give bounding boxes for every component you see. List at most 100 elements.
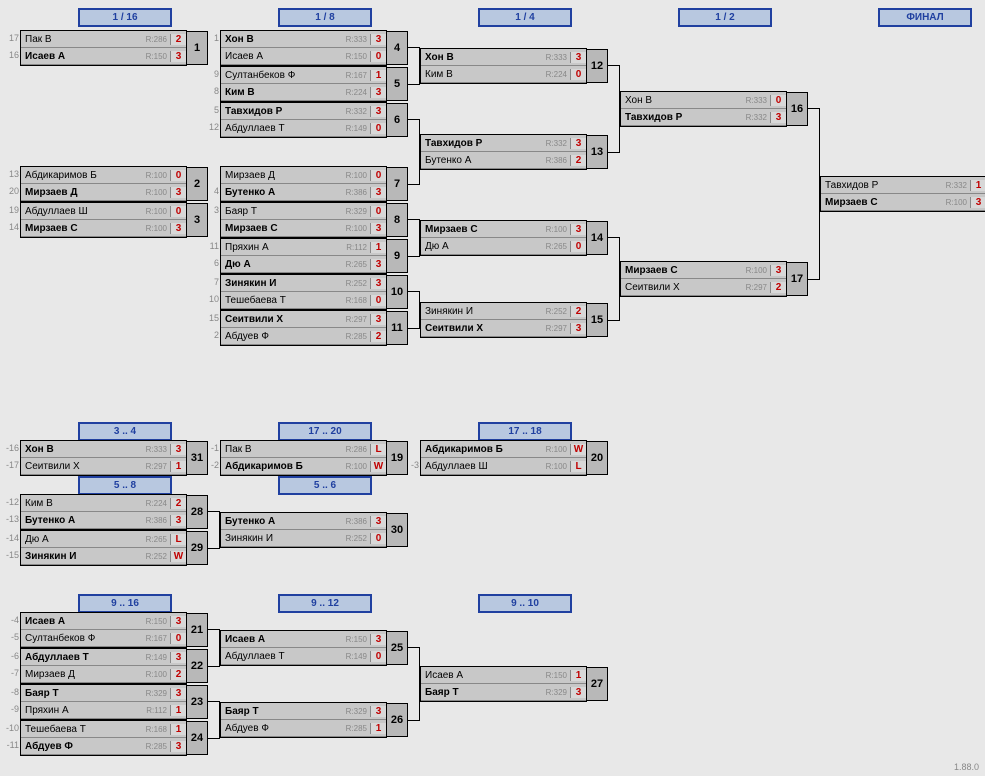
player-rating: R:329 bbox=[346, 207, 370, 216]
match-box[interactable]: 5Тавхидов РR:332312Абдуллаев ТR:14906 bbox=[220, 102, 387, 138]
match-row: Абдуллаев ТR:1493 bbox=[21, 649, 186, 666]
player-name: Абдуллаев Ш bbox=[421, 461, 546, 472]
match-box[interactable]: -14Дю АR:265L-15Зинякин ИR:252W29 bbox=[20, 530, 187, 566]
player-score: 1 bbox=[370, 70, 386, 81]
bracket-connector bbox=[607, 65, 620, 153]
player-score: 3 bbox=[370, 706, 386, 717]
player-rating: R:100 bbox=[346, 462, 370, 471]
player-rating: R:386 bbox=[146, 516, 170, 525]
match-box[interactable]: -4Исаев АR:1503-5Султанбеков ФR:167021 bbox=[20, 612, 187, 648]
match-box[interactable]: 13Абдикаримов БR:100020Мирзаев ДR:10032 bbox=[20, 166, 187, 202]
seed-number: 4 bbox=[203, 186, 219, 196]
player-rating: R:265 bbox=[546, 242, 570, 251]
match-row: Бутенко АR:3863 bbox=[221, 184, 386, 201]
match-row: Дю АR:2650 bbox=[421, 238, 586, 255]
player-name: Пак В bbox=[221, 444, 346, 455]
seed-number: 20 bbox=[3, 186, 19, 196]
player-name: Баяр Т bbox=[221, 206, 346, 217]
match-number: 5 bbox=[386, 67, 408, 101]
seed-number: 1 bbox=[203, 33, 219, 43]
match-box[interactable]: Тавхидов РR:3323Бутенко АR:386213 bbox=[420, 134, 587, 170]
bracket-connector bbox=[407, 47, 420, 85]
match-row: Хон ВR:3333 bbox=[221, 31, 386, 48]
match-box[interactable]: 15Сеитвили ХR:29732Абдуев ФR:285211 bbox=[220, 310, 387, 346]
player-name: Тавхидов Р bbox=[821, 180, 946, 191]
match-box[interactable]: Мирзаев СR:1003Сеитвили ХR:297217 bbox=[620, 261, 787, 297]
match-row: Хон ВR:3330 bbox=[621, 92, 786, 109]
bracket-connector bbox=[807, 108, 820, 280]
match-number: 12 bbox=[586, 49, 608, 83]
match-box[interactable]: Тавхидов РR:3321Мирзаев СR:100318 bbox=[820, 176, 985, 212]
player-score: 3 bbox=[570, 224, 586, 235]
match-row: Мирзаев ДR:1000 bbox=[221, 167, 386, 184]
player-rating: R:168 bbox=[346, 296, 370, 305]
match-row: Зинякин ИR:2523 bbox=[221, 275, 386, 292]
match-box[interactable]: Исаев АR:1503Абдуллаев ТR:149025 bbox=[220, 630, 387, 666]
seed-number: 2 bbox=[203, 330, 219, 340]
seed-number: 13 bbox=[3, 169, 19, 179]
match-box[interactable]: -12Ким ВR:2242-13Бутенко АR:386328 bbox=[20, 494, 187, 530]
match-row: Мирзаев СR:1003 bbox=[621, 262, 786, 279]
player-score: 1 bbox=[170, 461, 186, 472]
player-name: Бутенко А bbox=[21, 515, 146, 526]
player-score: 3 bbox=[170, 51, 186, 62]
seed-number: -9 bbox=[3, 704, 19, 714]
match-box[interactable]: 11Пряхин АR:11216Дю АR:26539 bbox=[220, 238, 387, 274]
player-name: Мирзаев С bbox=[821, 197, 946, 208]
player-rating: R:332 bbox=[346, 107, 370, 116]
match-box[interactable]: -10Тешебаева ТR:1681-11Абдуев ФR:285324 bbox=[20, 720, 187, 756]
player-rating: R:329 bbox=[146, 689, 170, 698]
match-box[interactable]: 1Хон ВR:3333Исаев АR:15004 bbox=[220, 30, 387, 66]
match-box[interactable]: 9Султанбеков ФR:16718Ким ВR:22435 bbox=[220, 66, 387, 102]
match-box[interactable]: Мирзаев ДR:10004Бутенко АR:38637 bbox=[220, 166, 387, 202]
player-name: Абдуллаев Ш bbox=[21, 206, 146, 217]
player-name: Зинякин И bbox=[221, 533, 346, 544]
match-box[interactable]: Баяр ТR:3293Абдуев ФR:285126 bbox=[220, 702, 387, 738]
player-score: 0 bbox=[170, 633, 186, 644]
match-row: Султанбеков ФR:1671 bbox=[221, 67, 386, 84]
player-score: 3 bbox=[170, 444, 186, 455]
round-header: 5 .. 6 bbox=[278, 476, 372, 495]
player-rating: R:252 bbox=[546, 307, 570, 316]
match-row: Мирзаев СR:1003 bbox=[21, 220, 186, 237]
player-name: Ким В bbox=[21, 498, 146, 509]
match-box[interactable]: 17Пак ВR:286216Исаев АR:15031 bbox=[20, 30, 187, 66]
player-name: Хон В bbox=[421, 52, 546, 63]
match-box[interactable]: Зинякин ИR:2522Сеитвили ХR:297315 bbox=[420, 302, 587, 338]
player-score: 0 bbox=[570, 241, 586, 252]
round-header: 1 / 16 bbox=[78, 8, 172, 27]
player-score: 3 bbox=[370, 223, 386, 234]
match-row: Баяр ТR:3293 bbox=[221, 703, 386, 720]
player-rating: R:100 bbox=[346, 224, 370, 233]
match-box[interactable]: 3Баяр ТR:3290Мирзаев СR:10038 bbox=[220, 202, 387, 238]
bracket-connector bbox=[407, 119, 420, 185]
match-box[interactable]: Хон ВR:3330Тавхидов РR:332316 bbox=[620, 91, 787, 127]
player-score: 0 bbox=[170, 206, 186, 217]
seed-number: 8 bbox=[203, 86, 219, 96]
match-row: Зинякин ИR:2522 bbox=[421, 303, 586, 320]
seed-number: 3 bbox=[203, 205, 219, 215]
player-score: 1 bbox=[970, 180, 985, 191]
player-score: 0 bbox=[770, 95, 786, 106]
player-rating: R:333 bbox=[546, 53, 570, 62]
match-box[interactable]: Хон ВR:3333Ким ВR:224012 bbox=[420, 48, 587, 84]
match-number: 21 bbox=[186, 613, 208, 647]
match-box[interactable]: -8Баяр ТR:3293-9Пряхин АR:112123 bbox=[20, 684, 187, 720]
match-box[interactable]: Бутенко АR:3863Зинякин ИR:252030 bbox=[220, 512, 387, 548]
match-row: Дю АR:2653 bbox=[221, 256, 386, 273]
match-box[interactable]: -6Абдуллаев ТR:1493-7Мирзаев ДR:100222 bbox=[20, 648, 187, 684]
player-score: 1 bbox=[370, 242, 386, 253]
match-box[interactable]: -1Пак ВR:286L-2Абдикаримов БR:100W19 bbox=[220, 440, 387, 476]
player-rating: R:224 bbox=[346, 88, 370, 97]
seed-number: 19 bbox=[3, 205, 19, 215]
match-box[interactable]: -16Хон ВR:3333-17Сеитвили ХR:297131 bbox=[20, 440, 187, 476]
match-number: 24 bbox=[186, 721, 208, 755]
match-box[interactable]: Мирзаев СR:1003Дю АR:265014 bbox=[420, 220, 587, 256]
match-box[interactable]: Абдикаримов БR:100W-3Абдуллаев ШR:100L20 bbox=[420, 440, 587, 476]
round-header: 3 .. 4 bbox=[78, 422, 172, 441]
match-row: Абдикаримов БR:100W bbox=[221, 458, 386, 475]
player-name: Дю А bbox=[21, 534, 146, 545]
match-box[interactable]: 19Абдуллаев ШR:100014Мирзаев СR:10033 bbox=[20, 202, 187, 238]
match-box[interactable]: 7Зинякин ИR:252310Тешебаева ТR:168010 bbox=[220, 274, 387, 310]
match-box[interactable]: Исаев АR:1501Баяр ТR:329327 bbox=[420, 666, 587, 702]
